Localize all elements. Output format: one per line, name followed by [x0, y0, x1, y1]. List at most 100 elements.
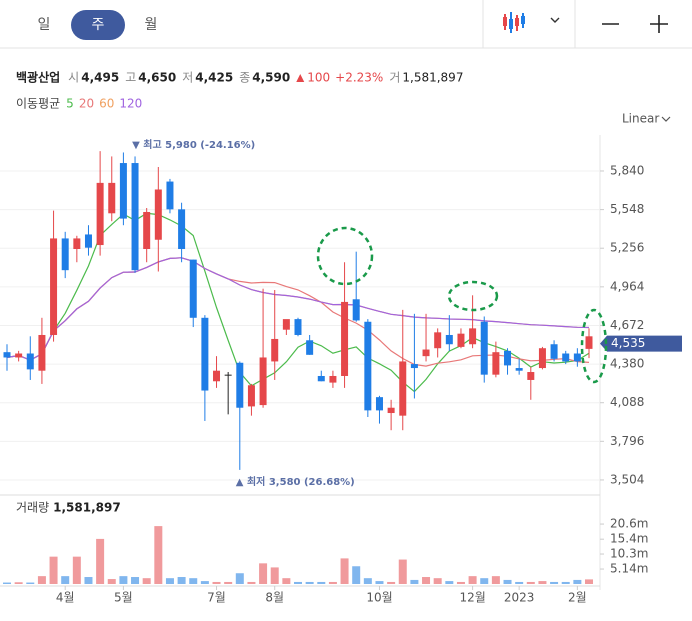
candle-body — [410, 364, 418, 369]
x-tick-label: 12월 — [459, 591, 485, 605]
volume-bar — [165, 578, 174, 584]
volume-bar — [96, 538, 105, 584]
ma-line — [6, 257, 590, 361]
volume-bar — [340, 558, 349, 584]
volume-bar — [14, 582, 23, 584]
candle-body — [573, 353, 581, 362]
volume-bar — [456, 581, 465, 584]
y-tick-label: 4,380 — [610, 357, 644, 371]
chart-type-button[interactable] — [503, 12, 525, 33]
volume-bar — [154, 526, 163, 584]
volume-bar — [189, 578, 198, 584]
candle-body — [178, 209, 186, 250]
candle-body — [247, 385, 255, 407]
candle-body — [422, 349, 430, 357]
volume-value: 1,581,897 — [402, 71, 463, 85]
scale-chevron[interactable] — [661, 116, 671, 122]
candle-body — [329, 375, 337, 383]
candle-body — [96, 182, 104, 246]
low-annotation: ▲ 최저 3,580 (26.68%) — [236, 475, 355, 488]
volume-bar — [422, 577, 431, 584]
candle-body — [259, 357, 267, 406]
volume-bar — [480, 578, 489, 584]
volume-bar — [503, 579, 512, 584]
zoom-in[interactable] — [650, 15, 668, 33]
volume-tick-label: 15.4m — [610, 532, 648, 546]
candle-body — [3, 352, 11, 358]
tab[interactable]: 월 — [145, 17, 158, 33]
ma-line — [6, 212, 590, 393]
candle-body — [213, 370, 221, 382]
volume-bar — [515, 581, 524, 584]
volume-bar — [491, 576, 500, 584]
ma-period: 120 — [119, 97, 142, 111]
candle-body — [61, 238, 69, 271]
candle-body — [457, 333, 465, 347]
volume-bar — [328, 581, 337, 584]
volume-bar — [3, 582, 11, 584]
ma-period: 60 — [99, 97, 114, 111]
volume-bar — [387, 581, 396, 584]
volume-bar — [270, 567, 279, 584]
y-tick-label: 5,840 — [610, 163, 644, 177]
tab-active-bg — [71, 10, 125, 40]
ma-line — [6, 257, 590, 367]
candle-body — [399, 361, 407, 416]
volume-bar — [305, 581, 314, 584]
highlight-circles — [316, 226, 608, 384]
candle-body — [504, 350, 512, 366]
candle-body — [306, 340, 314, 355]
volume-bar — [61, 576, 70, 584]
scale-label[interactable]: Linear — [622, 112, 659, 126]
candle-body — [15, 353, 23, 358]
tab[interactable]: 주 — [92, 17, 105, 33]
x-tick-label: 2월 — [568, 591, 587, 605]
candle-body — [189, 259, 197, 318]
tab[interactable]: 일 — [38, 17, 51, 33]
volume-bar — [538, 581, 547, 584]
volume-bar — [72, 556, 81, 584]
field-label: 저 — [182, 71, 193, 85]
candle-body — [108, 182, 116, 214]
candle-body — [480, 321, 488, 375]
candle-body — [364, 321, 372, 411]
candle-body — [562, 353, 570, 362]
y-tick-label: 5,548 — [610, 202, 644, 216]
candle-body — [492, 352, 500, 375]
ma-line — [6, 257, 590, 361]
y-tick-label: 5,256 — [610, 241, 644, 255]
candle-body — [236, 362, 244, 408]
y-tick-label: 3,504 — [610, 472, 644, 486]
field-value: 4,495 — [81, 71, 119, 85]
volume-bar — [375, 581, 384, 584]
x-tick-label: 7월 — [207, 591, 226, 605]
volume-bar — [352, 566, 361, 584]
candle-body — [445, 334, 453, 345]
candle-body — [550, 344, 558, 359]
field-label: 거 — [389, 71, 400, 85]
y-tick-label: 4,964 — [610, 279, 644, 293]
volume-bar — [26, 582, 35, 584]
volume-bar — [107, 579, 116, 584]
volume-bar — [585, 579, 593, 584]
x-tick-label: 2023 — [504, 591, 535, 605]
high-annotation: ▼ 최고 5,980 (-24.16%) — [132, 138, 255, 151]
dropdown-chevron[interactable] — [550, 17, 560, 23]
candle-body — [50, 238, 58, 335]
volume-bar — [317, 581, 326, 584]
y-tick-label: 4,088 — [610, 395, 644, 409]
candle-body — [119, 163, 127, 219]
plot: 5,840 5,548 5,256 4,964 4,672 4,380 4,088 3,796… — [0, 138, 682, 605]
field-value: 4,650 — [138, 71, 176, 85]
volume-title: 거래량 — [16, 501, 49, 515]
volume-tick-label: 5.14m — [610, 562, 648, 576]
change-rate: +2.23% — [335, 71, 383, 85]
volume-bar — [235, 573, 244, 584]
candle-body — [317, 375, 325, 382]
up-arrow — [296, 74, 305, 82]
candle-body — [282, 319, 290, 330]
candle-body — [154, 189, 162, 240]
volume-tick-label: 20.6m — [610, 517, 648, 531]
volume-bar — [259, 563, 268, 584]
